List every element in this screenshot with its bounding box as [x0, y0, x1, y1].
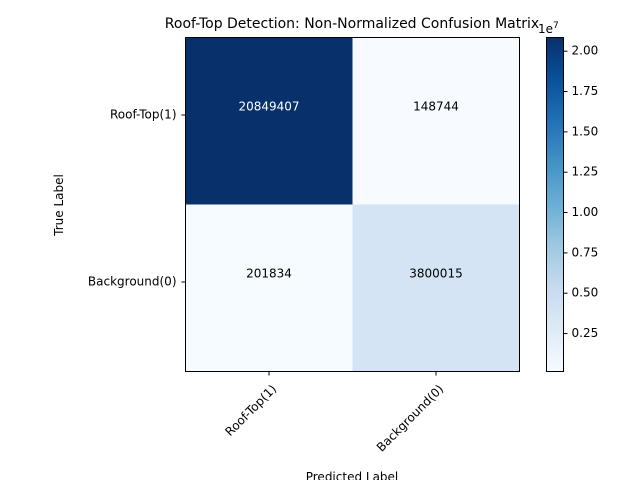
colorbar-tick-label: 1.00: [572, 205, 599, 219]
y-axis-ticks: Roof-Top(1) Background(0): [88, 108, 186, 289]
heatmap-cell: [185, 37, 353, 205]
y-axis-label: True Label: [52, 174, 66, 237]
y-tick-label: Background(0): [88, 275, 177, 289]
colorbar-tick-label: 0.50: [572, 286, 599, 300]
colorbar-multiplier: 1e7: [538, 21, 559, 36]
cell-value-label: 20849407: [238, 100, 299, 114]
x-axis-label: Predicted Label: [306, 470, 399, 480]
x-axis-ticks: Roof-Top(1) Background(0): [222, 371, 447, 455]
colorbar: [546, 37, 564, 372]
x-tick-label: Background(0): [374, 382, 447, 455]
colorbar-tick-label: 1.75: [572, 84, 599, 98]
colorbar-ticks: 0.25 0.50 0.75 1.00 1.25 1.50 1.75 2.00: [563, 44, 599, 340]
heatmap-cell: [352, 204, 520, 372]
y-tick-label: Roof-Top(1): [110, 108, 177, 122]
heatmap-cell: [185, 204, 353, 372]
plot-frame: [185, 37, 520, 372]
colorbar-tick-label: 0.25: [572, 326, 599, 340]
colorbar-tick-label: 1.50: [572, 124, 599, 138]
chart-title: Roof-Top Detection: Non-Normalized Confu…: [165, 16, 539, 32]
colorbar-tick-label: 2.00: [572, 44, 599, 58]
colorbar-tick-label: 0.75: [572, 245, 599, 259]
cell-value-label: 3800015: [409, 267, 462, 281]
heatmap-cells: 20849407 148744 201834 3800015: [185, 37, 520, 372]
cell-value-label: 201834: [246, 267, 292, 281]
x-tick-label: Roof-Top(1): [222, 382, 279, 439]
colorbar-tick-label: 1.25: [572, 165, 599, 179]
heatmap-cell: [352, 37, 520, 205]
cell-value-label: 148744: [413, 100, 459, 114]
